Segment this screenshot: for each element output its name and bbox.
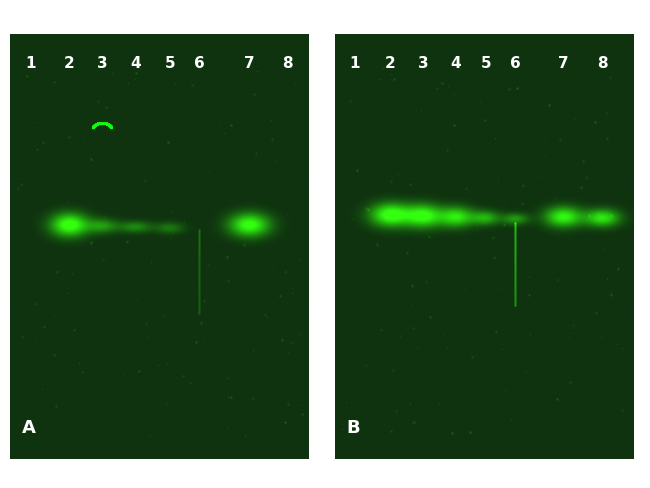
- Text: 8: 8: [283, 57, 293, 71]
- Text: 6: 6: [194, 57, 205, 71]
- Text: 1: 1: [25, 57, 36, 71]
- Text: 7: 7: [244, 57, 254, 71]
- Text: 5: 5: [480, 57, 491, 71]
- Text: 5: 5: [164, 57, 175, 71]
- Text: 8: 8: [597, 57, 608, 71]
- Text: 7: 7: [558, 57, 569, 71]
- Text: 3: 3: [97, 57, 108, 71]
- Text: 1: 1: [349, 57, 359, 71]
- Text: 2: 2: [64, 57, 75, 71]
- Text: 4: 4: [130, 57, 140, 71]
- Text: A: A: [21, 420, 36, 437]
- Text: B: B: [346, 420, 360, 437]
- Text: 6: 6: [510, 57, 521, 71]
- Text: 2: 2: [385, 57, 395, 71]
- Text: 4: 4: [450, 57, 461, 71]
- Text: 3: 3: [418, 57, 428, 71]
